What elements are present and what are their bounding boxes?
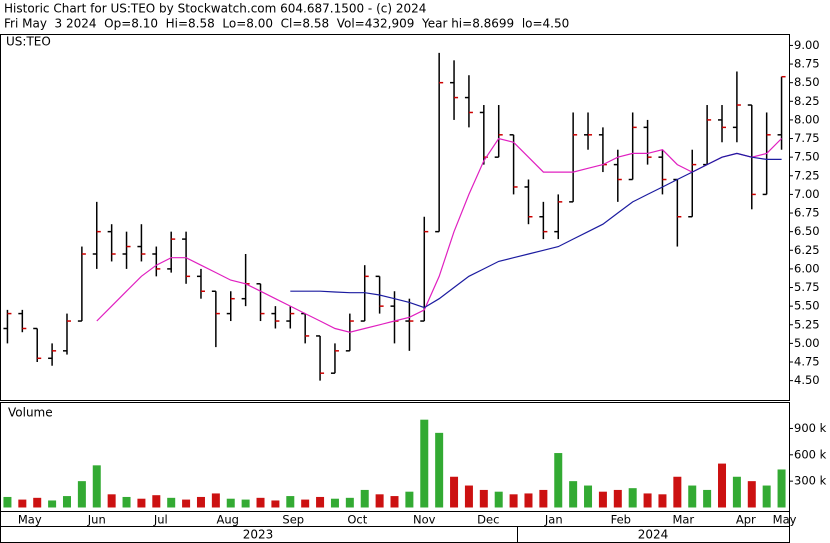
chart-title: Historic Chart for US:TEO by Stockwatch.… (4, 2, 426, 16)
volume-label: Volume (8, 406, 53, 420)
x-tick-label: Jan (544, 513, 563, 527)
volume-bar (703, 489, 712, 508)
volume-bar (152, 495, 161, 508)
y-tick-label: 6.00 (794, 261, 820, 275)
volume-bar (598, 491, 607, 508)
volume-bar (390, 496, 399, 508)
volume-bar (167, 497, 176, 508)
volume-bar (524, 493, 533, 508)
volume-bar (673, 476, 682, 508)
volume-bar (345, 497, 354, 508)
volume-bar (718, 463, 727, 508)
x-tick-label: Feb (611, 513, 631, 527)
volume-bar (92, 465, 101, 508)
volume-bar (509, 494, 518, 508)
y2-tick-label: 900 k (794, 421, 827, 435)
volume-bar (494, 491, 503, 508)
volume-bar (643, 493, 652, 508)
x-tick-label: Mar (672, 513, 694, 527)
volume-bar (241, 499, 250, 508)
volume-bar (405, 491, 414, 508)
volume-bar (316, 496, 325, 508)
x-tick-label: Jul (153, 513, 168, 527)
volume-bar (137, 498, 146, 508)
volume-bar (584, 485, 593, 508)
volume-bar (732, 476, 741, 508)
y-tick-label: 8.50 (794, 75, 820, 89)
volume-bar (435, 432, 444, 508)
volume-bar (196, 496, 205, 508)
x-tick-label: Jun (87, 513, 106, 527)
x-tick-label: Sep (282, 513, 304, 527)
y-tick-label: 8.00 (794, 112, 820, 126)
y-tick-label: 6.75 (794, 206, 820, 220)
volume-bar (762, 485, 771, 508)
volume-bar (613, 489, 622, 508)
year-label: 2024 (638, 528, 669, 542)
x-tick-label: Apr (736, 513, 756, 527)
volume-bar (33, 497, 42, 508)
y2-tick-label: 600 k (794, 447, 827, 461)
y-tick-label: 4.75 (794, 355, 820, 369)
y-tick-label: 7.50 (794, 150, 820, 164)
volume-bar (107, 494, 116, 508)
symbol-label: US:TEO (6, 35, 51, 49)
volume-bar (375, 494, 384, 508)
x-tick-label: May (773, 513, 797, 527)
x-tick-label: Nov (413, 513, 436, 527)
moving-average (290, 152, 782, 309)
x-tick-label: Dec (477, 513, 499, 527)
volume-bar (18, 499, 27, 508)
volume-bar (450, 476, 459, 508)
volume-bar (479, 489, 488, 508)
volume-bar (688, 485, 697, 508)
volume-bar (464, 485, 473, 508)
y-tick-label: 4.50 (794, 373, 820, 387)
year-label: 2023 (243, 528, 274, 542)
price-panel (0, 34, 790, 401)
y-tick-label: 5.00 (794, 336, 820, 350)
volume-bar (539, 489, 548, 508)
volume-bar (62, 496, 71, 508)
moving-average (96, 137, 783, 333)
x-tick-label: Aug (217, 513, 239, 527)
volume-bar (122, 496, 131, 508)
y-tick-label: 8.75 (794, 57, 820, 71)
volume-bar (554, 453, 563, 508)
volume-bar (211, 493, 220, 508)
volume-bar (628, 488, 637, 508)
y-tick-label: 6.25 (794, 243, 820, 257)
volume-bar (569, 481, 578, 508)
volume-bar (360, 489, 369, 508)
volume-bar (747, 481, 756, 508)
y-tick-label: 5.25 (794, 317, 820, 331)
volume-bar (777, 469, 786, 508)
volume-bar (226, 498, 235, 508)
y-tick-label: 9.00 (794, 38, 820, 52)
y-tick-label: 7.75 (794, 131, 820, 145)
volume-bar (286, 496, 295, 508)
volume-bar (420, 419, 429, 508)
volume-bar (182, 499, 191, 508)
y-tick-label: 7.25 (794, 168, 820, 182)
volume-bar (301, 499, 310, 508)
volume-bar (271, 500, 280, 508)
volume-bar (3, 496, 12, 508)
volume-bar (77, 481, 86, 508)
volume-bar (48, 500, 57, 508)
x-tick-label: May (18, 513, 42, 527)
y-tick-label: 7.00 (794, 187, 820, 201)
y-tick-label: 6.50 (794, 224, 820, 238)
x-tick-label: Oct (347, 513, 367, 527)
volume-bar (658, 494, 667, 508)
y-tick-label: 5.75 (794, 280, 820, 294)
volume-bar (330, 498, 339, 508)
y2-tick-label: 300 k (794, 474, 827, 488)
y-tick-label: 8.25 (794, 94, 820, 108)
chart-subtitle: Fri May 3 2024 Op=8.10 Hi=8.58 Lo=8.00 C… (4, 17, 569, 31)
volume-bar (256, 497, 265, 508)
y-tick-label: 5.50 (794, 299, 820, 313)
